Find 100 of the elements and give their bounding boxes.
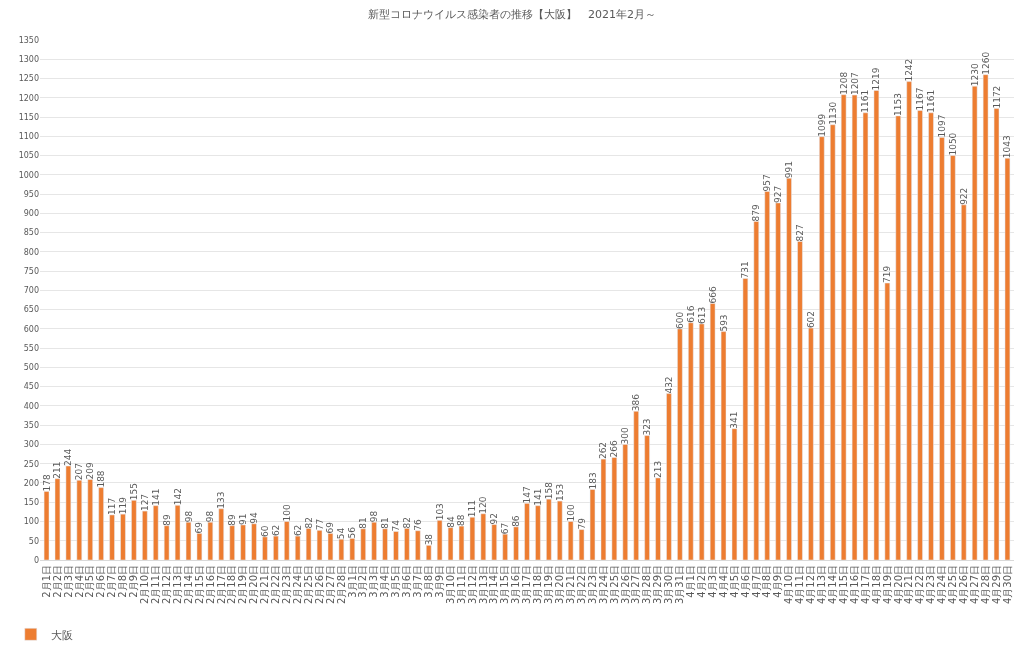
x-tick-label: 3月1日 <box>346 565 358 598</box>
data-label: 1099 <box>816 113 827 137</box>
bar <box>567 521 574 560</box>
data-label: 432 <box>663 376 674 394</box>
x-tick-label: 4月15日 <box>837 565 849 605</box>
data-label: 82 <box>401 516 412 529</box>
data-label: 56 <box>347 526 358 539</box>
bar <box>54 478 61 560</box>
data-label: 94 <box>249 512 260 524</box>
y-tick-label: 250 <box>23 459 39 469</box>
x-tick-label: 2月7日 <box>106 565 118 598</box>
x-tick-label: 4月16日 <box>848 565 860 605</box>
y-tick-label: 1250 <box>18 74 39 84</box>
bar <box>98 487 104 560</box>
bar <box>447 527 454 560</box>
data-label: 616 <box>685 305 696 323</box>
bar <box>906 81 912 560</box>
data-label: 69 <box>194 521 205 534</box>
y-tick-label: 300 <box>23 440 39 450</box>
data-label: 188 <box>96 470 107 488</box>
data-label: 1260 <box>980 51 991 75</box>
y-tick-label: 650 <box>23 305 39 315</box>
data-label: 62 <box>270 524 281 537</box>
data-label: 111 <box>467 500 478 518</box>
y-tick-label: 900 <box>23 209 39 219</box>
bar <box>742 278 749 560</box>
data-label: 89 <box>161 513 172 526</box>
y-tick-label: 350 <box>23 420 39 430</box>
x-tick-label: 2月5日 <box>84 565 96 598</box>
data-label: 600 <box>674 311 685 329</box>
bar <box>76 480 83 560</box>
bar <box>677 328 683 560</box>
x-tick-label: 3月28日 <box>641 565 653 605</box>
y-tick-label: 950 <box>23 189 39 199</box>
data-label: 103 <box>434 503 445 521</box>
data-label: 341 <box>729 411 740 429</box>
x-tick-label: 3月9日 <box>433 565 445 598</box>
data-label: 127 <box>139 493 150 512</box>
x-tick-label: 2月9日 <box>128 565 140 598</box>
data-label: 76 <box>412 519 423 531</box>
data-label: 89 <box>227 513 238 526</box>
bar <box>600 458 607 560</box>
data-label: 244 <box>63 448 74 467</box>
data-label: 213 <box>653 460 664 478</box>
y-tick-label: 0 <box>33 555 39 565</box>
bar <box>502 533 508 560</box>
bar <box>1004 158 1011 560</box>
x-tick-label: 4月10日 <box>783 565 795 605</box>
bar <box>273 535 279 560</box>
bar <box>65 465 72 560</box>
x-tick-label: 3月6日 <box>401 565 413 598</box>
bar <box>840 94 847 560</box>
y-tick-label: 1200 <box>18 93 39 103</box>
data-label: 178 <box>41 473 52 492</box>
bar <box>87 479 93 560</box>
data-label: 74 <box>390 519 401 532</box>
data-label: 100 <box>565 504 576 522</box>
x-tick-label: 2月16日 <box>204 565 216 605</box>
y-tick-label: 600 <box>23 324 39 334</box>
bar <box>720 331 727 560</box>
data-label: 1219 <box>871 67 882 91</box>
x-tick-label: 2月6日 <box>95 565 107 598</box>
x-tick-label: 4月27日 <box>968 565 980 605</box>
data-label: 266 <box>609 440 620 458</box>
data-label: 81 <box>380 517 391 529</box>
data-label: 142 <box>172 488 183 506</box>
x-tick-label: 4月25日 <box>947 565 959 605</box>
bar <box>196 533 203 560</box>
bar <box>349 538 355 560</box>
data-label: 155 <box>128 483 139 501</box>
data-label: 1097 <box>936 114 947 138</box>
x-tick-label: 3月17日 <box>521 565 533 605</box>
bar <box>163 525 170 560</box>
bar <box>185 522 192 560</box>
bar <box>753 221 760 560</box>
data-label: 1153 <box>893 92 904 116</box>
x-tick-label: 3月13日 <box>477 565 489 605</box>
data-label: 1050 <box>947 132 958 156</box>
data-label: 207 <box>74 463 85 481</box>
data-label: 300 <box>620 426 631 445</box>
data-label: 119 <box>117 496 128 515</box>
data-label: 141 <box>150 488 161 506</box>
data-label: 719 <box>882 265 893 284</box>
bar <box>655 477 661 560</box>
bar <box>240 524 246 560</box>
bar <box>819 136 825 560</box>
data-label: 386 <box>631 393 642 412</box>
bar <box>939 137 945 560</box>
bar <box>316 530 323 560</box>
x-tick-label: 3月16日 <box>510 565 522 605</box>
x-tick-label: 3月25日 <box>608 565 620 605</box>
bar <box>218 508 224 560</box>
bar <box>786 178 792 560</box>
y-tick-label: 800 <box>23 247 39 257</box>
data-label: 98 <box>369 510 380 523</box>
bar <box>862 112 869 560</box>
data-label: 153 <box>554 483 565 502</box>
bar <box>524 503 530 560</box>
y-tick-label: 50 <box>28 536 39 546</box>
data-label: 1130 <box>827 101 838 125</box>
